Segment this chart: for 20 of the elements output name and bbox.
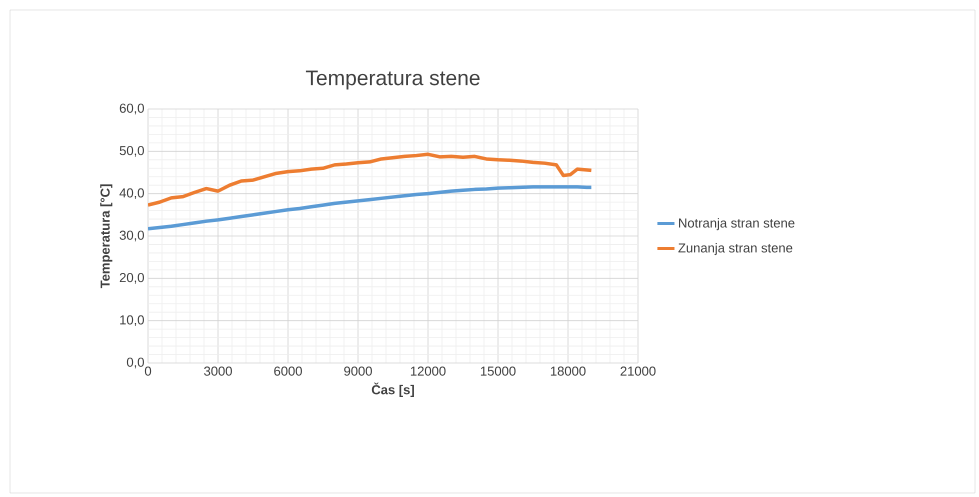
x-tick-label: 6000 bbox=[274, 366, 302, 376]
x-tick-label: 9000 bbox=[344, 366, 372, 376]
legend-label: Zunanja stran stene bbox=[678, 242, 792, 256]
x-tick-label: 15000 bbox=[480, 366, 516, 376]
y-axis-title: Temperatura [°C] bbox=[100, 184, 112, 288]
y-tick-label: 30,0 bbox=[120, 230, 144, 242]
y-tick-label: 20,0 bbox=[120, 272, 144, 284]
y-tick-label: 40,0 bbox=[119, 188, 144, 200]
x-tick-label: 0 bbox=[144, 366, 152, 376]
x-tick-label: 3000 bbox=[204, 366, 232, 376]
x-tick-label: 18000 bbox=[550, 366, 586, 376]
y-tick-label: 50,0 bbox=[120, 146, 144, 157]
x-axis-title: Čas [s] bbox=[372, 382, 414, 397]
chart-title: Temperatura stene bbox=[306, 70, 480, 90]
y-tick-label: 10,0 bbox=[120, 315, 144, 326]
x-tick-label: 12000 bbox=[410, 366, 446, 376]
y-tick-label: 60,0 bbox=[120, 104, 144, 114]
legend-label: Notranja stran stene bbox=[679, 218, 794, 230]
x-tick-label: 21000 bbox=[620, 366, 656, 376]
y-tick-label: 0,0 bbox=[126, 358, 144, 368]
